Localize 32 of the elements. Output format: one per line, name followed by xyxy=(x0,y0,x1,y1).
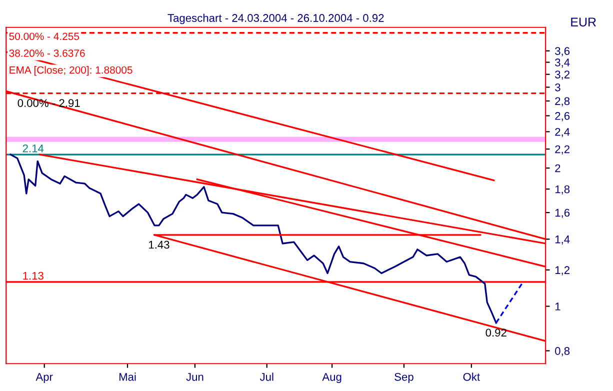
annotation: 50.00% - 4.255 xyxy=(9,32,80,40)
annotation: EMA [Close; 200]: 1.88005 xyxy=(10,66,132,76)
x-tick-label: Sep xyxy=(394,372,414,384)
ref-line-label: 1.13 xyxy=(23,272,44,280)
x-tick-label: Apr xyxy=(36,373,53,384)
x-tick-label: Okt xyxy=(463,372,480,381)
y-tick-label: 1,2 xyxy=(555,266,570,276)
annotation: 0.92 xyxy=(486,328,506,337)
y-tick-label: 2,2 xyxy=(555,145,570,154)
annotation: 1.43 xyxy=(149,240,170,249)
y-tick-label: 3,6 xyxy=(555,47,570,56)
y-tick-label: 3,4 xyxy=(555,58,570,68)
x-tick-label: Mai xyxy=(119,372,136,381)
y-tick-label: 2,8 xyxy=(555,97,570,106)
ref-line-label: 2.14 xyxy=(22,144,44,152)
y-tick-label: 1 xyxy=(555,302,560,310)
annotation: 38.20% - 3.6376 xyxy=(9,50,85,57)
x-tick-label: Aug xyxy=(322,373,342,384)
y-tick-label: 3,2 xyxy=(555,70,570,80)
annotation: 0.00% - 2.91 xyxy=(18,99,80,107)
y-tick-label: 2,4 xyxy=(555,128,570,138)
y-tick-label: 3 xyxy=(555,83,560,92)
y-tick-label: 2 xyxy=(555,164,560,172)
y-axis-title: EUR xyxy=(571,18,596,26)
y-tick-label: 0,8 xyxy=(555,347,570,356)
y-tick-label: 1,4 xyxy=(555,236,570,245)
y-tick-label: 1,8 xyxy=(555,185,570,195)
y-tick-label: 2,6 xyxy=(555,112,570,122)
y-tick-label: 1,6 xyxy=(555,208,570,218)
x-tick-label: Jun xyxy=(186,373,204,381)
chart-title: Tageschart - 24.03.2004 - 26.10.2004 - 0.92 xyxy=(168,14,384,24)
x-tick-label: Jul xyxy=(260,372,274,381)
